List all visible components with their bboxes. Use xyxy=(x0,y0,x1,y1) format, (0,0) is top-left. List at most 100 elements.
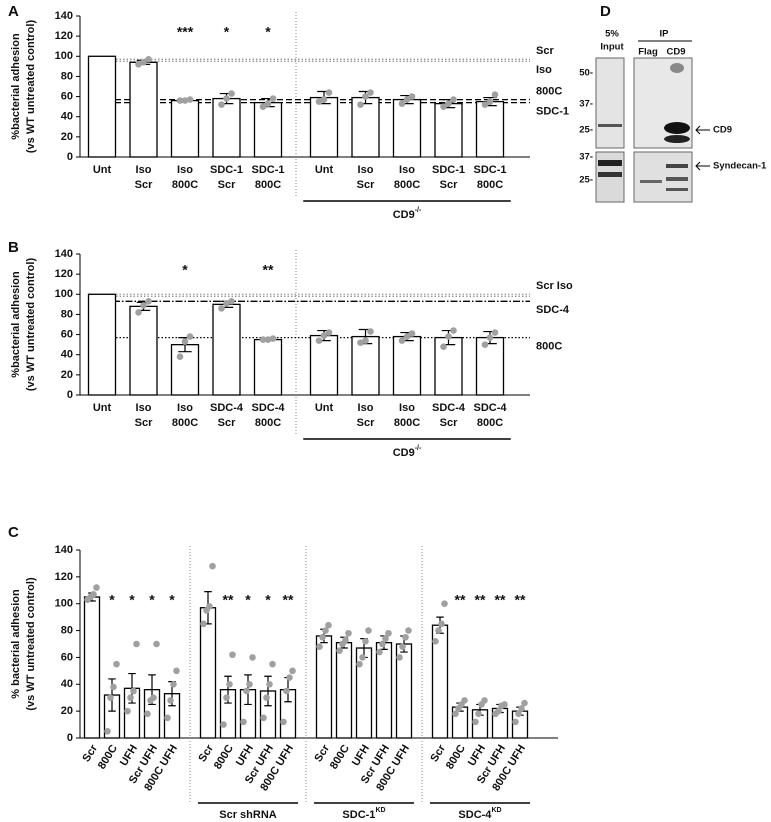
bar xyxy=(309,334,339,396)
data-point xyxy=(170,680,177,688)
significance: * xyxy=(265,24,271,40)
x-tick-label: Iso xyxy=(177,402,193,414)
bar xyxy=(212,97,241,158)
x-tick-label: Scr xyxy=(135,179,153,191)
data-point xyxy=(266,680,273,688)
data-point xyxy=(104,727,111,735)
data-point xyxy=(438,620,445,628)
data-point xyxy=(113,660,120,668)
data-point xyxy=(164,714,171,722)
blot-ip-top xyxy=(633,57,693,149)
data-point xyxy=(145,56,152,63)
x-tick-label: Scr xyxy=(357,179,375,191)
y-tick-label: 120 xyxy=(55,571,73,583)
data-point xyxy=(336,647,343,655)
data-point xyxy=(264,336,272,343)
data-point xyxy=(90,591,97,598)
data-point xyxy=(399,643,406,650)
data-point xyxy=(379,640,386,648)
bar xyxy=(375,642,393,739)
y-tick-label: 60 xyxy=(61,328,73,340)
y-tick-label: 0 xyxy=(67,151,73,163)
y-tick-label: 100 xyxy=(55,288,73,300)
data-point xyxy=(322,627,329,634)
x-tick-label: 800C xyxy=(394,417,420,429)
x-tick-label: SDC-4 xyxy=(473,402,507,414)
data-point xyxy=(382,635,389,642)
data-point xyxy=(450,327,457,334)
data-point xyxy=(229,651,236,659)
reference-label: Scr Iso xyxy=(536,280,573,292)
data-point xyxy=(356,660,363,668)
bar xyxy=(253,338,283,396)
significance: ** xyxy=(223,592,234,608)
x-tick-label: Iso xyxy=(358,402,374,414)
y-tick-label: 100 xyxy=(55,598,73,610)
group-label-text: SDC-4 xyxy=(458,809,492,821)
data-point xyxy=(342,636,349,644)
data-point xyxy=(223,95,230,102)
data-point xyxy=(432,638,439,645)
data-point xyxy=(398,100,406,107)
band-label: CD9 xyxy=(713,125,732,136)
data-point xyxy=(200,620,207,628)
band-label: Syndecan-1 xyxy=(713,161,767,172)
data-point xyxy=(481,101,489,108)
data-point xyxy=(127,694,134,702)
x-tick-label: 800C xyxy=(255,179,281,191)
data-point xyxy=(367,328,374,335)
x-tick-label: 800C xyxy=(96,743,120,772)
y-axis-label: % bacterial adhesion xyxy=(10,589,22,699)
data-point xyxy=(357,101,364,108)
data-point xyxy=(501,701,508,708)
bar xyxy=(434,102,463,158)
data-point xyxy=(452,710,459,718)
data-point xyxy=(325,329,333,336)
bar xyxy=(475,336,505,396)
x-tick-label: Scr xyxy=(357,417,375,429)
data-point xyxy=(124,707,131,715)
reference-label: SDC-1 xyxy=(536,106,569,118)
data-point xyxy=(93,584,100,591)
bar xyxy=(87,293,117,396)
x-tick-label: Unt xyxy=(315,402,334,414)
data-point xyxy=(186,333,194,340)
data-point xyxy=(403,96,411,103)
x-tick-label: Iso xyxy=(399,164,415,176)
data-point xyxy=(228,298,235,305)
y-tick-label: 40 xyxy=(61,349,73,361)
data-point xyxy=(398,337,406,344)
lane-label: Flag xyxy=(638,47,658,58)
panel-letter: B xyxy=(8,239,19,256)
data-point xyxy=(475,710,482,718)
bar xyxy=(129,61,158,158)
y-tick-label: 80 xyxy=(61,308,73,320)
data-point xyxy=(259,103,267,110)
data-point xyxy=(135,61,142,68)
data-point xyxy=(367,89,374,96)
data-point xyxy=(167,697,174,704)
marker: 25- xyxy=(579,175,593,186)
y-tick-label: 140 xyxy=(55,248,73,260)
data-point xyxy=(218,101,225,108)
data-point xyxy=(491,329,499,336)
y-tick-label: 100 xyxy=(55,50,73,62)
significance: ** xyxy=(283,592,294,608)
data-point xyxy=(280,718,287,726)
data-point xyxy=(495,707,502,715)
data-point xyxy=(461,697,468,704)
y-axis-label: (vs WT untreated control) xyxy=(25,577,37,711)
reference-label: 800C xyxy=(536,85,562,97)
data-point xyxy=(515,710,522,718)
data-point xyxy=(320,96,328,103)
x-tick-label: SDC-1 xyxy=(432,164,465,176)
reference-label: Scr xyxy=(536,45,554,57)
data-point xyxy=(181,338,189,345)
data-point xyxy=(440,103,447,110)
bar xyxy=(87,55,117,158)
x-tick-label: Unt xyxy=(93,164,112,176)
data-point xyxy=(181,97,189,104)
data-point xyxy=(362,93,369,100)
data-point xyxy=(486,98,494,105)
input-header: Input xyxy=(600,42,624,53)
